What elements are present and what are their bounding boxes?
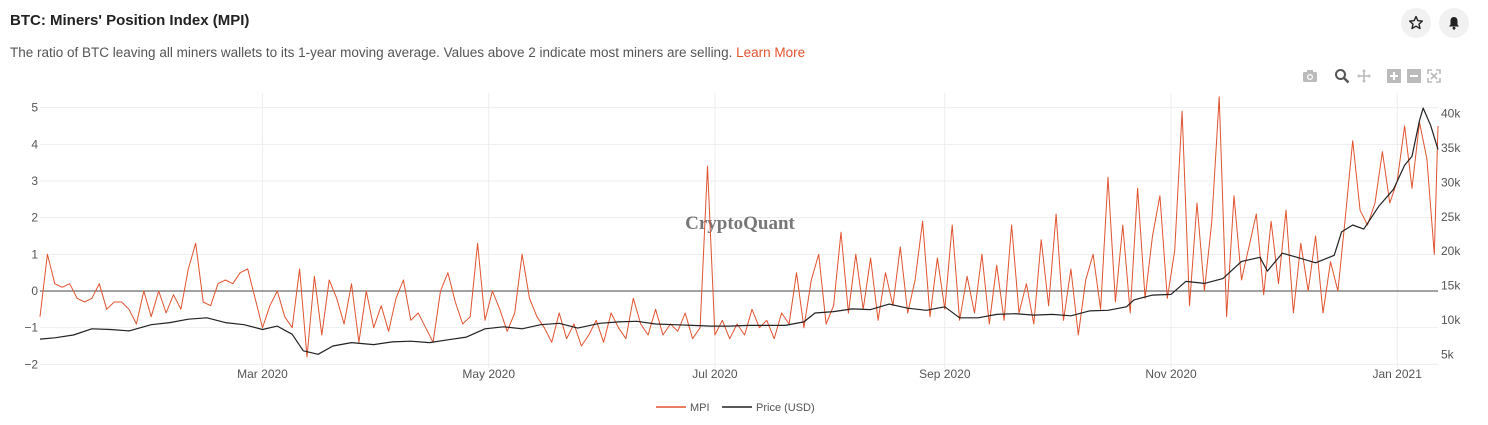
y-right-tick-label: 30k: [1441, 175, 1461, 189]
y-left-tick-label: 2: [31, 211, 38, 225]
chart-title: BTC: Miners' Position Index (MPI): [10, 12, 250, 29]
x-tick-label: Sep 2020: [919, 367, 971, 381]
watermark: CryptoQuant: [685, 213, 795, 234]
y-left-tick-label: −1: [24, 321, 38, 335]
price-series-line: [39, 107, 1439, 355]
y-right-tick-label: 25k: [1441, 210, 1461, 224]
autoscale-icon[interactable]: [1426, 68, 1442, 84]
legend-item[interactable]: Price (USD): [722, 402, 815, 414]
y-right-tick-label: 15k: [1441, 279, 1461, 293]
star-icon: [1409, 15, 1423, 30]
mpi-series-line: [39, 96, 1439, 358]
x-tick-label: Jul 2020: [692, 367, 738, 381]
description-text: The ratio of BTC leaving all miners wall…: [10, 45, 733, 60]
camera-icon[interactable]: [1302, 68, 1318, 84]
x-tick-label: Nov 2020: [1145, 367, 1197, 381]
x-tick-label: Mar 2020: [237, 367, 288, 381]
y-left-tick-label: 3: [31, 174, 38, 188]
y-right-tick-label: 10k: [1441, 313, 1461, 327]
legend[interactable]: MPI Price (USD): [656, 402, 815, 414]
y-left-tick-label: 0: [31, 284, 38, 298]
zoom-icon[interactable]: [1334, 68, 1350, 84]
legend-item[interactable]: MPI: [656, 402, 710, 414]
y-left-tick-label: −2: [24, 357, 38, 371]
y-right-tick-label: 35k: [1441, 141, 1461, 155]
x-axis-ticks: Mar 2020 May 2020 Jul 2020 Sep 2020 Nov 2020…: [237, 367, 1422, 381]
y-right-tick-label: 5k: [1441, 347, 1455, 361]
chart-description: The ratio of BTC leaving all miners wall…: [10, 45, 805, 60]
legend-label: Price (USD): [756, 402, 815, 414]
y-right-tick-label: 20k: [1441, 244, 1461, 258]
bell-icon: [1449, 17, 1459, 30]
y-left-tick-label: 4: [31, 137, 38, 151]
learn-more-link[interactable]: Learn More: [736, 45, 806, 60]
y-right-tick-label: 40k: [1441, 107, 1461, 121]
left-axis-ticks: −2 −1 0 1 2 3 4 5: [24, 101, 38, 372]
y-left-tick-label: 1: [31, 247, 38, 261]
favorite-button[interactable]: [1401, 8, 1431, 38]
series-lines: [39, 96, 1439, 358]
y-left-tick-label: 5: [31, 101, 38, 115]
zoom-out-icon[interactable]: [1406, 68, 1422, 84]
alert-button[interactable]: [1439, 8, 1469, 38]
zoom-in-icon[interactable]: [1386, 68, 1402, 84]
pan-icon[interactable]: [1356, 68, 1372, 84]
legend-label: MPI: [690, 402, 710, 414]
x-tick-label: May 2020: [462, 367, 515, 381]
chart-modebar: [1302, 68, 1442, 84]
right-axis-ticks: 5k 10k 15k 20k 25k 30k 35k 40k: [1441, 107, 1461, 362]
x-tick-label: Jan 2021: [1373, 367, 1423, 381]
